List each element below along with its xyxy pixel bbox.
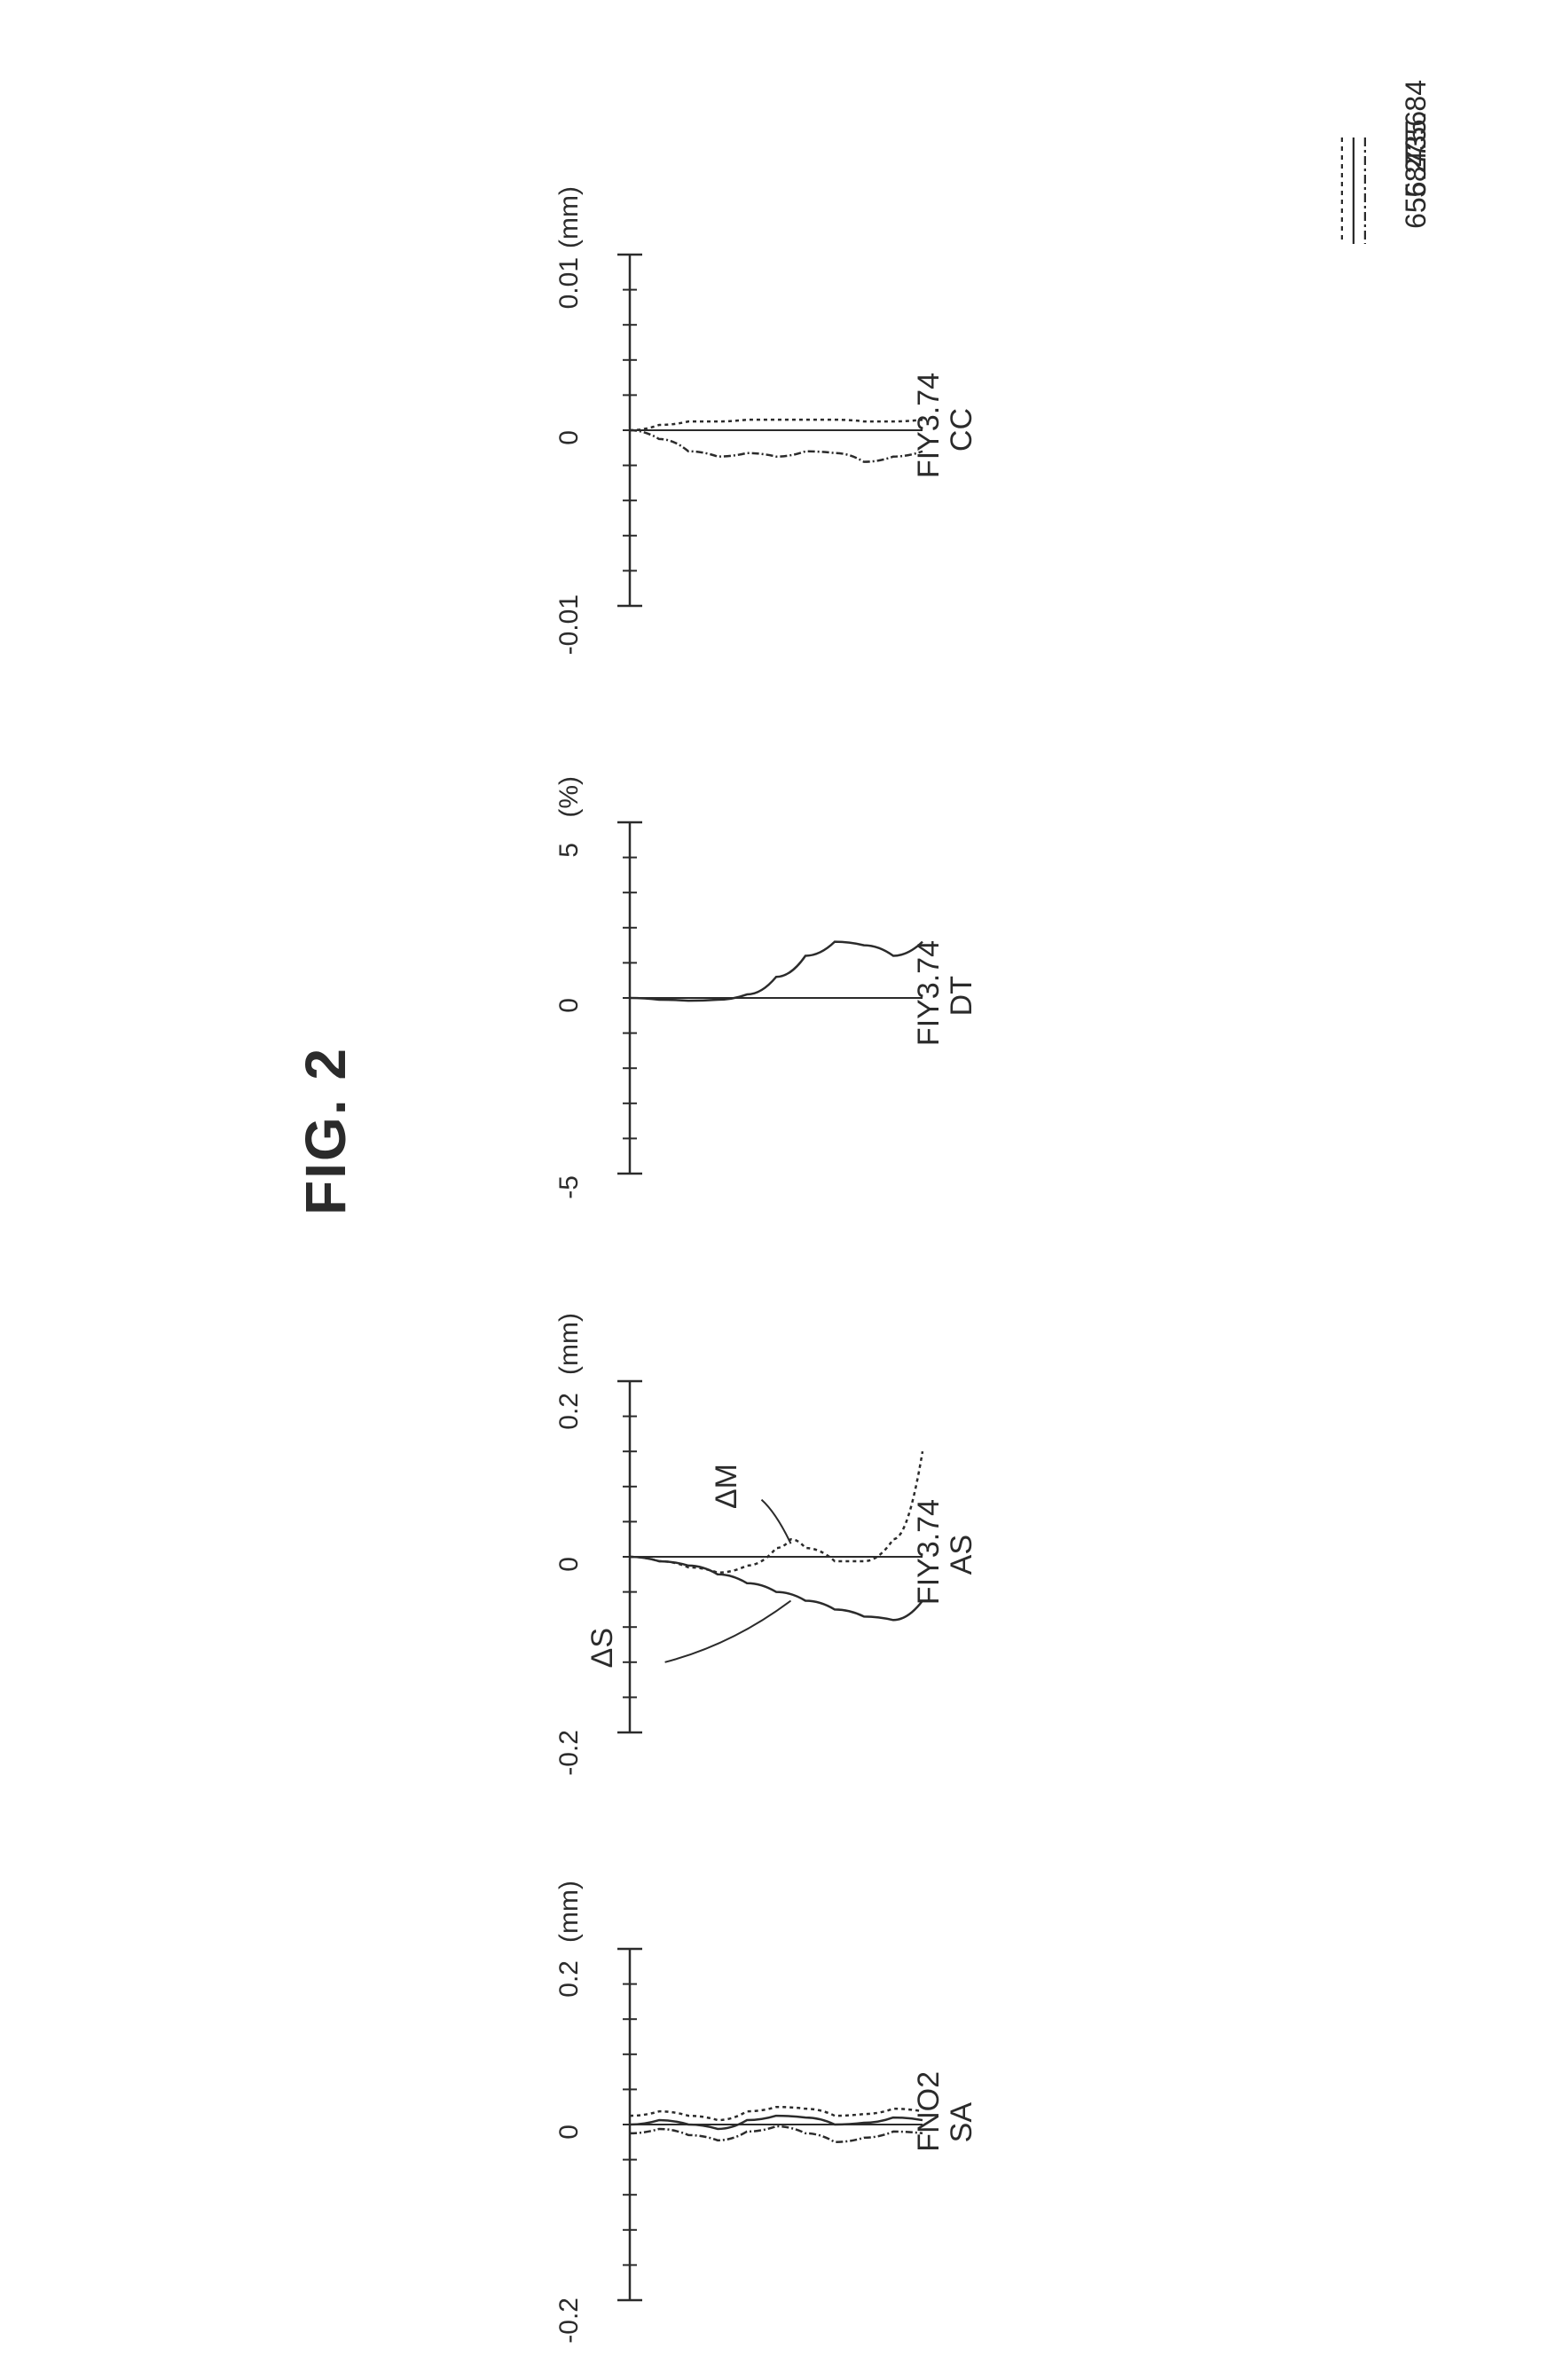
page: FIG. 2 SA FNO2 -0.2 0 0.2 (mm) AS FIY3.7…: [0, 0, 1547, 2380]
chart-as-title1: AS: [945, 1535, 979, 1575]
chart-svg: [612, 1362, 940, 1752]
chart-dt-units: (%): [554, 776, 585, 818]
figure-title: FIG. 2: [293, 1047, 358, 1215]
chart-dt: DT FIY3.74 -5 0 5 (%): [594, 772, 976, 1233]
chart-dt-xtick-min: -5: [554, 1175, 585, 1199]
chart-sa-units: (mm): [554, 1881, 585, 1943]
chart-svg: [612, 235, 940, 625]
chart-cc-xtick-min: -0.01: [554, 594, 585, 655]
chart-sa-title1: SA: [945, 2102, 979, 2142]
chart-dt-xtick-max: 5: [554, 843, 585, 858]
chart-sa: SA FNO2 -0.2 0 0.2 (mm): [594, 1898, 976, 2360]
chart-cc-xtick-zero: 0: [554, 430, 585, 445]
legend-label-435: 435.84: [1400, 80, 1433, 167]
chart-cc: CC FIY3.74 -0.01 0 0.01 (mm): [594, 204, 976, 665]
chart-as-xtick-zero: 0: [554, 1557, 585, 1572]
legend: [1339, 137, 1366, 244]
chart-sa-xtick-min: -0.2: [554, 2298, 585, 2344]
legend-swatch-587: [1351, 137, 1355, 244]
chart-as: AS FIY3.74 -0.2 0 0.2 (mm) ΔS ΔM: [594, 1331, 976, 1792]
chart-cc-xtick-max: 0.01: [554, 257, 585, 309]
chart-cc-title1: CC: [945, 408, 979, 452]
chart-svg: [612, 803, 940, 1193]
chart-as-xtick-min: -0.2: [554, 1730, 585, 1776]
chart-cc-units: (mm): [554, 186, 585, 248]
chart-dt-title1: DT: [945, 976, 979, 1016]
legend-swatch-656: [1339, 137, 1343, 244]
legend-swatch-435: [1362, 137, 1366, 244]
legend-row: [1339, 137, 1366, 244]
chart-dt-xtick-zero: 0: [554, 998, 585, 1013]
chart-as-units: (mm): [554, 1313, 585, 1375]
chart-as-xtick-max: 0.2: [554, 1393, 585, 1430]
chart-sa-xtick-zero: 0: [554, 2125, 585, 2140]
chart-svg: [612, 1929, 940, 2320]
chart-sa-xtick-max: 0.2: [554, 1960, 585, 1998]
